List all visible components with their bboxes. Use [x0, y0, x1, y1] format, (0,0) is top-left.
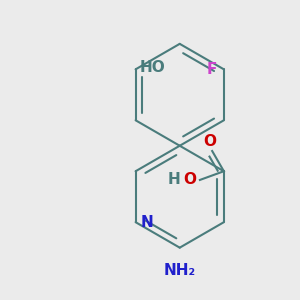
- Text: O: O: [203, 134, 217, 149]
- Text: HO: HO: [140, 60, 166, 75]
- Text: NH₂: NH₂: [164, 262, 196, 278]
- Text: N: N: [141, 215, 153, 230]
- Text: F: F: [207, 62, 217, 77]
- Text: O: O: [184, 172, 196, 188]
- Text: H: H: [168, 172, 181, 188]
